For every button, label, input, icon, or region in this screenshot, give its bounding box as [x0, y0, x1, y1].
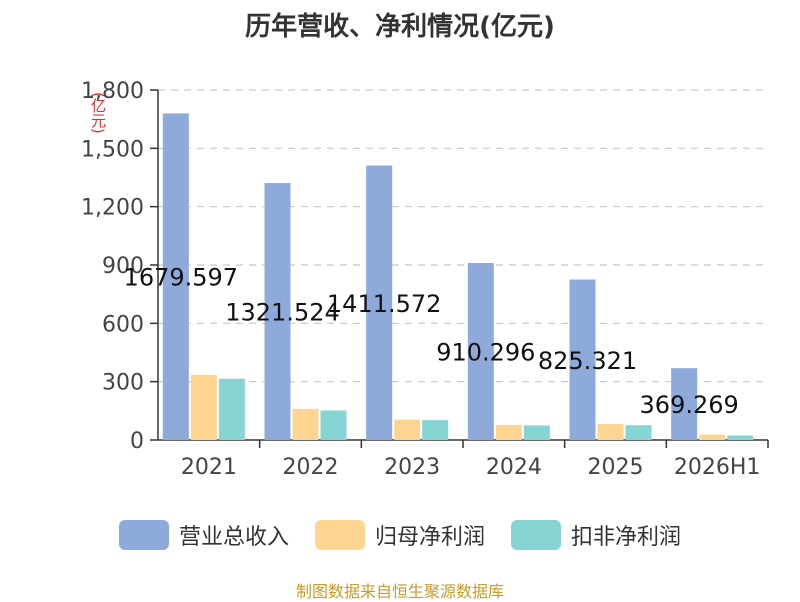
x-tick-label: 2023 — [384, 455, 440, 480]
chart-legend: 营业总收入 归母净利润 扣非净利润 — [0, 518, 800, 552]
y-tick-label: 600 — [102, 312, 144, 337]
bar-revenue — [162, 113, 189, 441]
data-source-note: 制图数据来自恒生聚源数据库 — [295, 582, 504, 601]
y-tick-label: 1,200 — [81, 196, 144, 221]
bar-revenue — [671, 368, 698, 440]
y-tick-label: 1,800 — [81, 79, 144, 104]
x-tick-label: 2025 — [588, 455, 644, 480]
bar-revenue — [467, 262, 494, 440]
bar-net-profit — [394, 419, 421, 440]
y-axis-unit: (亿元) — [89, 92, 107, 134]
x-tick-label: 2022 — [283, 455, 339, 480]
bar-adjusted-profit — [218, 378, 245, 440]
legend-item-revenue[interactable]: 营业总收入 — [118, 519, 289, 551]
bar-net-profit — [699, 434, 726, 440]
bar-revenue — [569, 279, 596, 440]
data-label-revenue: 910.296 — [436, 338, 535, 366]
legend-swatch-revenue — [118, 520, 169, 550]
data-label-revenue: 1679.597 — [124, 264, 239, 292]
y-tick-label: 1,500 — [81, 137, 144, 162]
bar-revenue — [366, 165, 393, 441]
legend-item-net-profit[interactable]: 归母净利润 — [314, 519, 485, 551]
data-label-revenue: 369.269 — [640, 391, 739, 419]
bar-net-profit — [495, 424, 522, 440]
x-tick-label: 2024 — [486, 455, 542, 480]
y-tick-label: 0 — [130, 429, 144, 454]
x-tick-label: 2021 — [181, 455, 237, 480]
legend-label-revenue: 营业总收入 — [178, 525, 289, 550]
bar-adjusted-profit — [727, 435, 754, 440]
legend-label-net-profit: 归母净利润 — [374, 525, 485, 550]
bar-revenue — [264, 183, 291, 441]
x-tick-label: 2026H1 — [674, 455, 761, 480]
bar-adjusted-profit — [625, 425, 652, 440]
bar-net-profit — [597, 424, 624, 440]
bar-net-profit — [190, 374, 217, 440]
legend-swatch-net-profit — [314, 520, 365, 550]
data-label-revenue: 1321.524 — [225, 299, 340, 327]
chart-title: 历年营收、净利情况(亿元) — [245, 12, 555, 42]
data-label-revenue: 825.321 — [538, 347, 637, 375]
legend-swatch-adjusted-profit — [511, 520, 561, 550]
legend-label-adjusted-profit: 扣非净利润 — [571, 525, 682, 550]
y-tick-label: 900 — [102, 254, 144, 279]
legend-item-adjusted-profit[interactable]: 扣非净利润 — [511, 519, 681, 551]
data-label-revenue: 1411.572 — [327, 290, 442, 318]
bar-net-profit — [292, 408, 319, 440]
bar-adjusted-profit — [523, 425, 550, 440]
bar-adjusted-profit — [422, 420, 449, 440]
y-tick-label: 300 — [102, 371, 144, 396]
bar-adjusted-profit — [320, 410, 347, 440]
